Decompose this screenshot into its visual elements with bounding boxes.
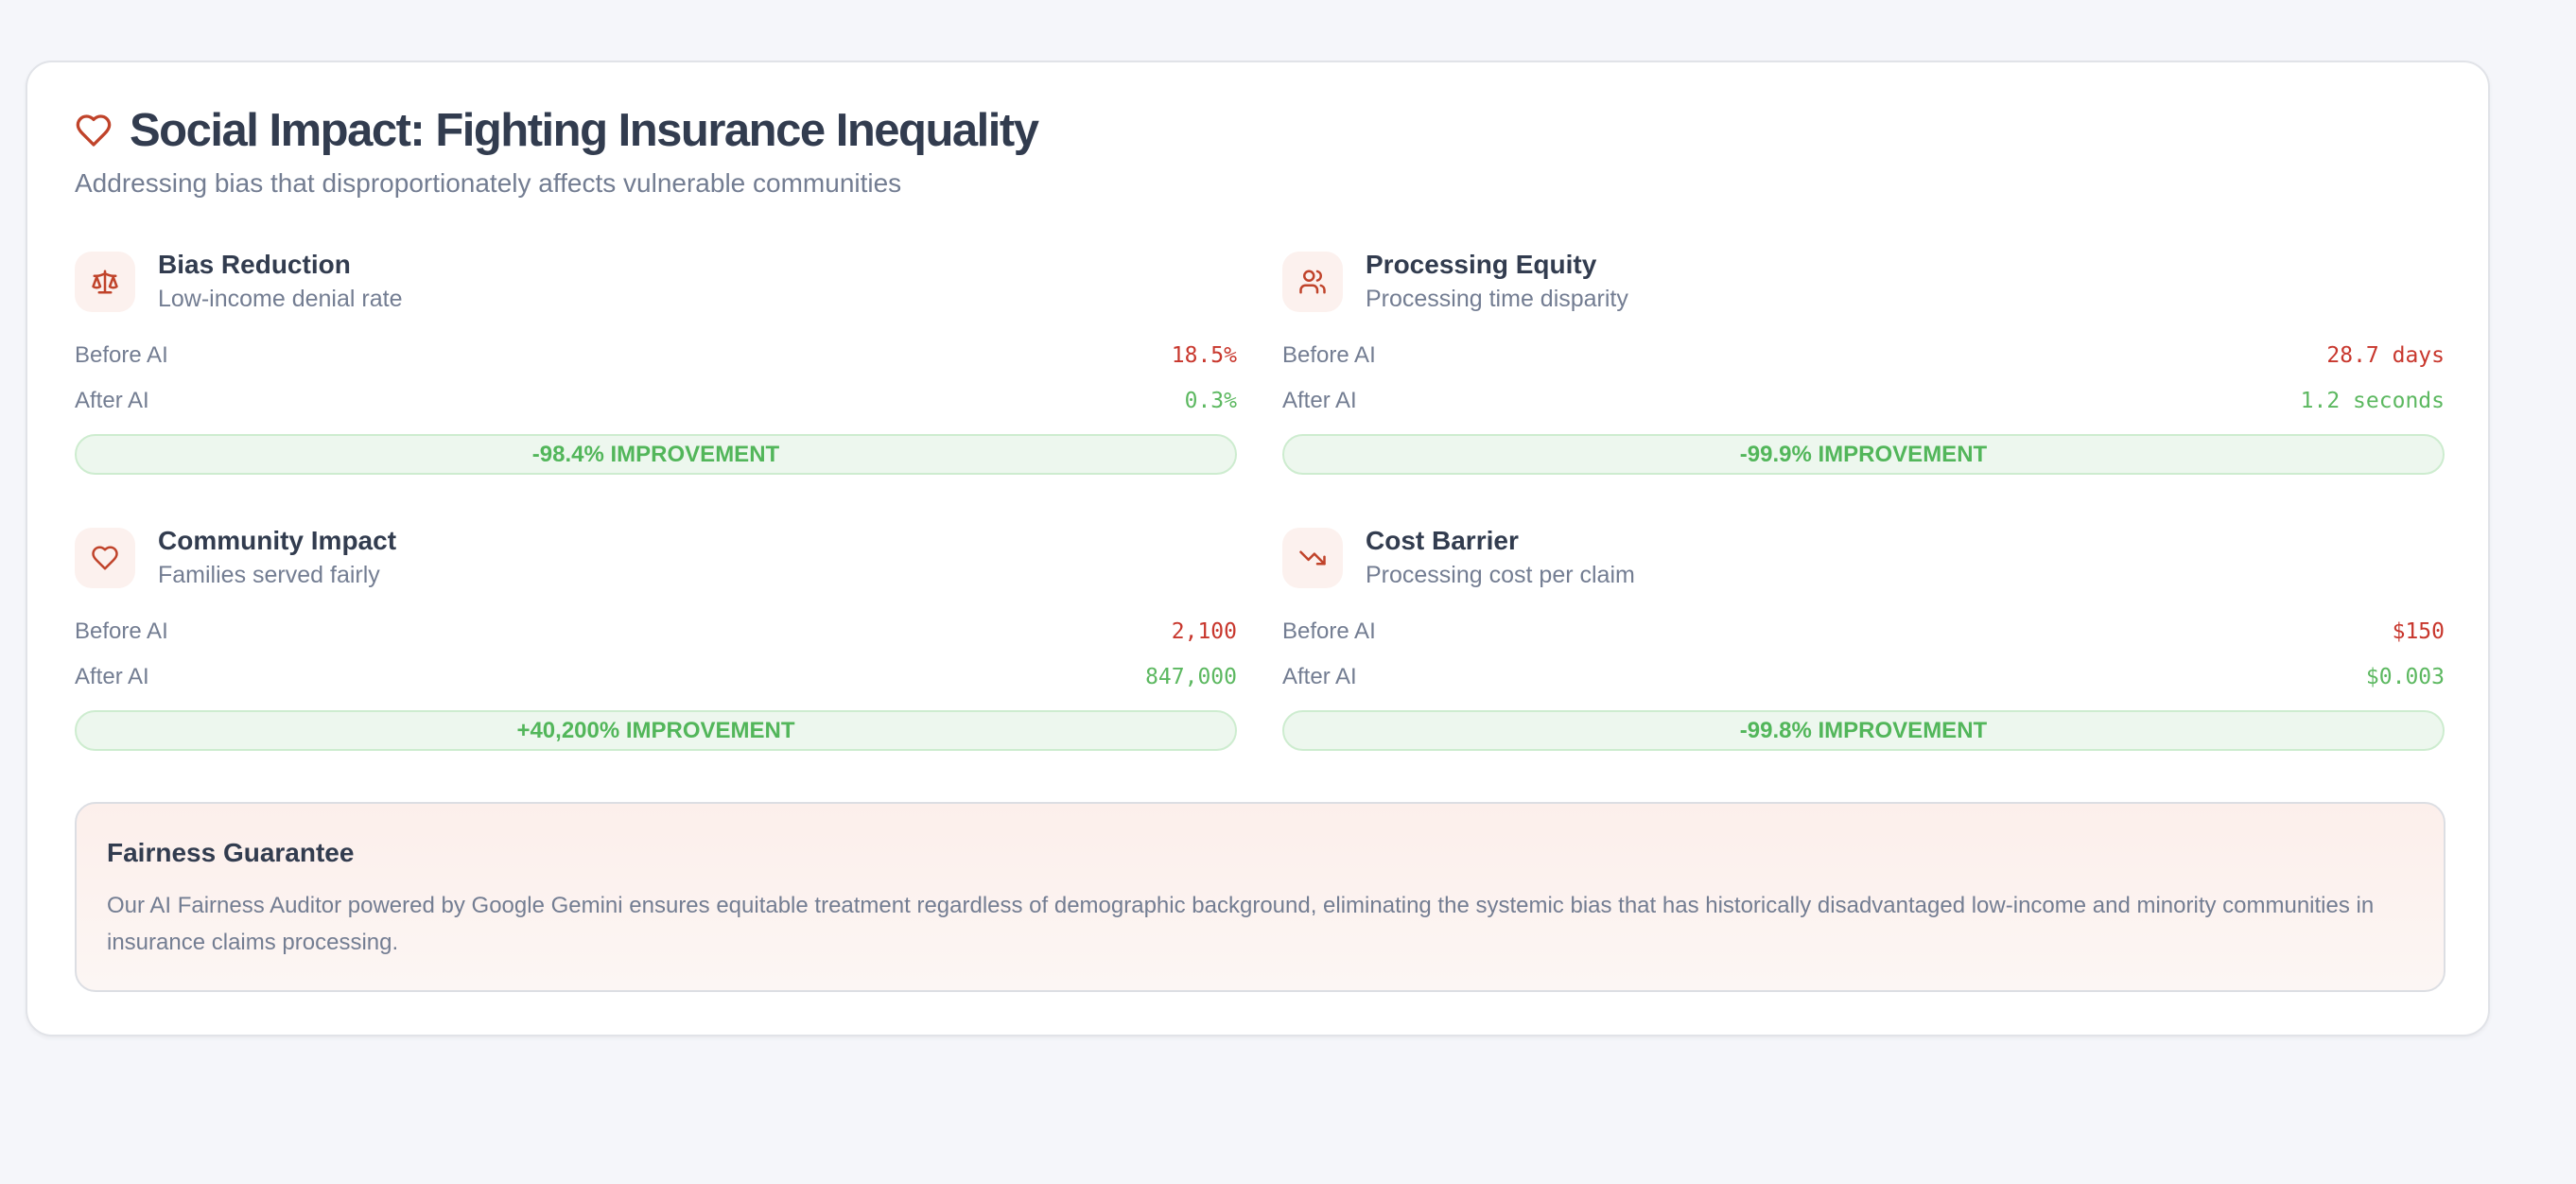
fairness-guarantee-box: Fairness Guarantee Our AI Fairness Audit… <box>75 802 2445 992</box>
heart-icon <box>76 114 112 147</box>
fairness-title: Fairness Guarantee <box>107 838 355 867</box>
before-label: Before AI <box>1282 342 1376 368</box>
metric-processing-equity: Processing Equity Processing time dispari… <box>1282 250 2445 475</box>
page-subtitle: Addressing bias that disproportionately … <box>75 168 902 198</box>
before-value: $150 <box>2392 619 2445 644</box>
trending-down-icon <box>1299 550 1326 565</box>
metric-subtitle: Low-income denial rate <box>158 286 403 312</box>
before-value: 28.7 days <box>2326 343 2445 368</box>
before-value: 18.5% <box>1171 343 1237 368</box>
before-label: Before AI <box>75 342 168 368</box>
after-label: After AI <box>75 388 149 413</box>
metric-subtitle: Processing time disparity <box>1366 286 1628 312</box>
metric-title: Bias Reduction <box>158 250 351 279</box>
fairness-text: Our AI Fairness Auditor powered by Googl… <box>107 893 2375 955</box>
after-label: After AI <box>75 664 149 689</box>
metric-bias-reduction: Bias Reduction Low-income denial rate Bef… <box>75 250 1237 475</box>
after-value: $0.003 <box>2365 665 2445 689</box>
before-value: 2,100 <box>1171 619 1237 644</box>
improvement-badge: -99.9% IMPROVEMENT <box>1282 434 2445 475</box>
after-label: After AI <box>1282 388 1357 413</box>
after-label: After AI <box>1282 664 1357 689</box>
improvement-badge: +40,200% IMPROVEMENT <box>75 710 1237 751</box>
after-value: 1.2 seconds <box>2300 389 2445 413</box>
heart-icon <box>92 546 118 569</box>
before-label: Before AI <box>1282 618 1376 644</box>
metric-title: Community Impact <box>158 526 397 555</box>
before-label: Before AI <box>75 618 168 644</box>
page-title: Social Impact: Fighting Insurance Inequa… <box>130 105 1039 156</box>
social-impact-card: Social Impact: Fighting Insurance Inequa… <box>26 61 2490 1036</box>
users-icon <box>1299 270 1326 293</box>
after-value: 0.3% <box>1184 389 1237 413</box>
after-value: 847,000 <box>1145 665 1237 689</box>
card-header: Social Impact: Fighting Insurance Inequa… <box>75 104 1039 157</box>
metric-title: Cost Barrier <box>1366 526 1519 555</box>
metric-community-impact: Community Impact Families served fairly B… <box>75 526 1237 751</box>
metric-title: Processing Equity <box>1366 250 1597 279</box>
metric-subtitle: Processing cost per claim <box>1366 562 1635 588</box>
improvement-badge: -98.4% IMPROVEMENT <box>75 434 1237 475</box>
metric-cost-barrier: Cost Barrier Processing cost per claim Be… <box>1282 526 2445 751</box>
metric-subtitle: Families served fairly <box>158 562 380 588</box>
improvement-badge: -99.8% IMPROVEMENT <box>1282 710 2445 751</box>
scale-icon <box>92 270 118 293</box>
